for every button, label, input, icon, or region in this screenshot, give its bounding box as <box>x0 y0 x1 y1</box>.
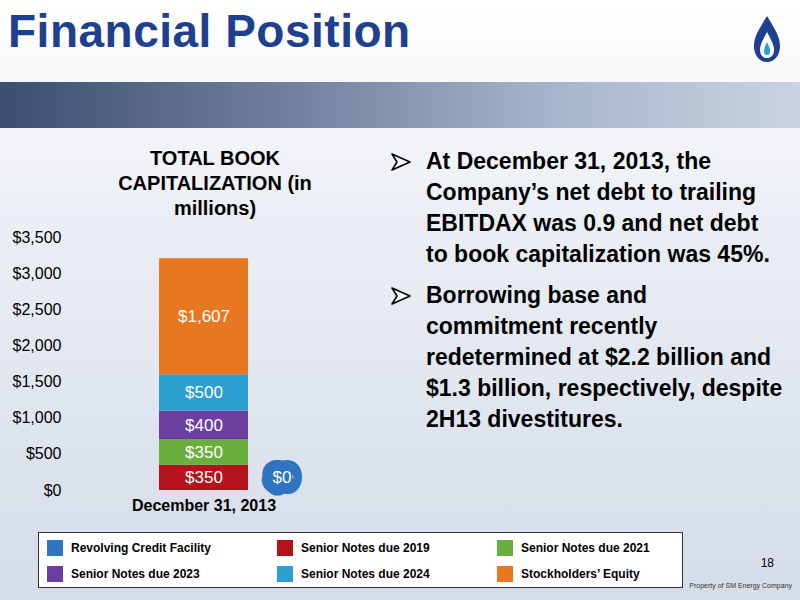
svg-text:$1,500: $1,500 <box>13 373 62 390</box>
html-text:Senior Notes due 2023: Senior Notes due 2023 <box>71 567 200 581</box>
svg-text:$2,500: $2,500 <box>13 301 62 318</box>
svg-text:$350: $350 <box>185 468 223 487</box>
svg-text:$500: $500 <box>26 445 62 462</box>
svg-text:$2,000: $2,000 <box>13 337 62 354</box>
html-text:Stockholders’ Equity: Stockholders’ Equity <box>521 567 640 581</box>
svg-text:December 31, 2013: December 31, 2013 <box>132 497 276 514</box>
svg-text:$400: $400 <box>185 416 223 435</box>
html-text:Senior Notes due 2019: Senior Notes due 2019 <box>301 541 430 555</box>
svg-text:$350: $350 <box>185 443 223 462</box>
svg-text:$3,500: $3,500 <box>13 229 62 246</box>
html-text:At December 31, 2013, the Comp: At December 31, 2013, the Company’s net … <box>426 148 770 267</box>
html-text:Revolving Credit Facility: Revolving Credit Facility <box>71 541 211 555</box>
html-text:Senior Notes due 2024: Senior Notes due 2024 <box>301 567 430 581</box>
html-text:18: 18 <box>760 556 774 570</box>
svg-text:$3,000: $3,000 <box>13 265 62 282</box>
html-text:Financial Position: Financial Position <box>8 5 411 57</box>
html-text:Property of SM Energy Company: Property of SM Energy Company <box>689 582 792 589</box>
svg-text:$0: $0 <box>273 468 292 487</box>
html-text:TOTAL BOOK CAPITALIZATION (in: TOTAL BOOK CAPITALIZATION (in millions) <box>118 147 312 219</box>
svg-text:$500: $500 <box>185 383 223 402</box>
html-text:Senior Notes due 2021: Senior Notes due 2021 <box>521 541 650 555</box>
svg-text:$1,607: $1,607 <box>178 307 230 326</box>
html-text:Borrowing base and commitment: Borrowing base and commitment recently r… <box>426 282 783 432</box>
svg-text:$0: $0 <box>44 482 62 499</box>
svg-text:$1,000: $1,000 <box>13 409 62 426</box>
